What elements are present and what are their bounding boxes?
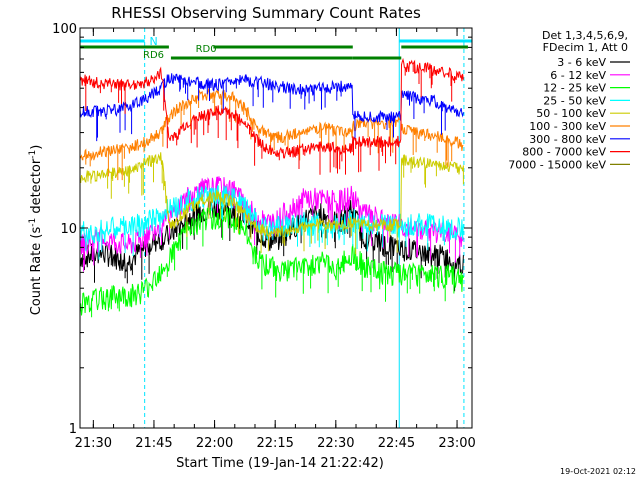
legend-header-2: FDecim 1, Att 0	[543, 41, 628, 54]
series-line-0	[79, 199, 464, 292]
y-tick-label-0: 1	[69, 422, 77, 437]
series-line-4	[79, 152, 464, 255]
x-tick-label-5: 22:45	[378, 436, 415, 451]
legend-label-2: 12 - 25 keV	[543, 82, 606, 95]
legend-header-1: Det 1,3,4,5,6,9,	[542, 29, 628, 42]
legend-label-4: 50 - 100 keV	[536, 107, 606, 120]
series-line-6	[79, 73, 464, 142]
series-line-5	[79, 88, 464, 181]
flag-label-rd0: RD0	[196, 44, 217, 55]
x-tick-label-3: 22:15	[256, 436, 293, 451]
legend-label-3: 25 - 50 keV	[543, 94, 606, 107]
footer-date: 19-Oct-2021 02:12	[560, 467, 636, 476]
y-axis-ticks: 1 10 100	[52, 22, 472, 437]
chart-title: RHESSI Observing Summary Count Rates	[111, 4, 421, 22]
y-axis-label: Count Rate (s-1 detector-1)	[28, 145, 44, 316]
y-tick-label-1: 10	[60, 222, 77, 237]
legend: Det 1,3,4,5,6,9, FDecim 1, Att 0 3 - 6 k…	[508, 29, 630, 171]
flag-label-rd6: RD6	[143, 50, 164, 61]
legend-label-6: 300 - 800 keV	[529, 133, 606, 146]
y-tick-label-2: 100	[52, 22, 77, 37]
plot-area: N RD6 RD0	[79, 28, 472, 428]
series-line-2	[79, 207, 464, 318]
legend-label-0: 3 - 6 keV	[557, 56, 606, 69]
legend-label-5: 100 - 300 keV	[529, 120, 606, 133]
flag-label-night: N	[150, 35, 158, 48]
x-tick-label-4: 22:30	[317, 436, 354, 451]
x-tick-label-2: 22:00	[196, 436, 233, 451]
series-line-7	[79, 57, 464, 175]
legend-label-7: 800 - 7000 keV	[522, 146, 606, 159]
legend-label-8: 7000 - 15000 keV	[508, 158, 606, 171]
x-tick-label-0: 21:30	[75, 436, 112, 451]
x-tick-label-1: 21:45	[135, 436, 172, 451]
legend-label-1: 6 - 12 keV	[550, 69, 606, 82]
x-axis-ticks: 21:30 21:45 22:00 22:15 22:30 22:45 23:00	[75, 28, 476, 451]
x-axis-label: Start Time (19-Jan-14 21:22:42)	[176, 456, 384, 471]
x-tick-label-6: 23:00	[438, 436, 475, 451]
